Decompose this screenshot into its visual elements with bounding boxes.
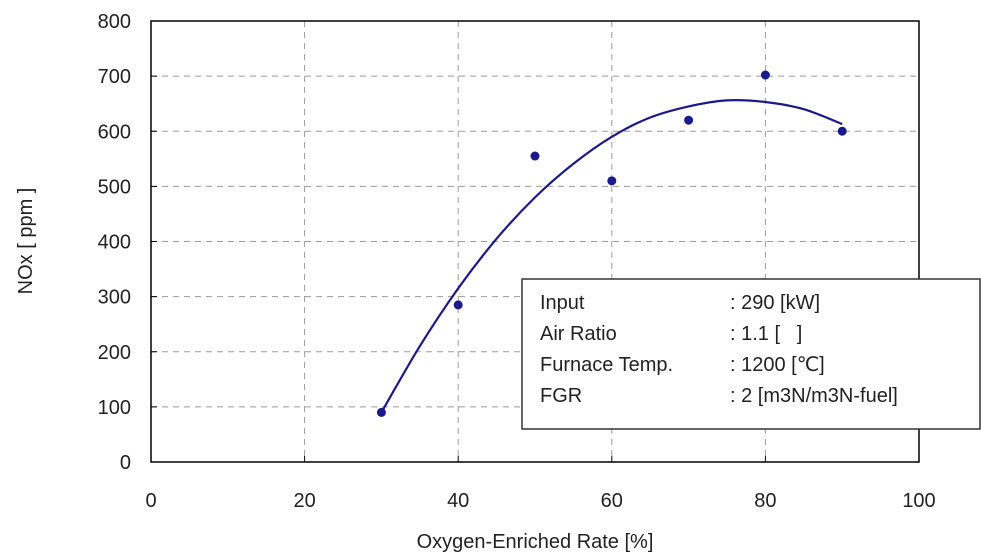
y-tick-label: 200 <box>98 342 131 364</box>
y-tick-label: 300 <box>98 287 131 309</box>
condition-value-fgr: : 2 [m3N/m3N-fuel] <box>730 385 898 407</box>
data-point <box>760 70 770 80</box>
data-points <box>376 70 847 417</box>
fit-curve <box>380 99 843 413</box>
y-tick-labels: 0 100 200 300 400 500 600 700 800 <box>98 11 131 474</box>
y-tick-label: 0 <box>120 452 131 474</box>
y-tick-label: 100 <box>98 397 131 419</box>
data-point <box>530 151 540 161</box>
condition-value-input: : 290 [kW] <box>730 292 820 314</box>
condition-value-furnace-temp: : 1200 [℃] <box>730 354 825 376</box>
condition-label-input: Input <box>540 292 585 314</box>
condition-label-fgr: FGR <box>540 385 582 407</box>
data-point <box>376 407 386 417</box>
x-tick-label: 0 <box>145 490 156 512</box>
ticks <box>150 20 920 463</box>
data-point <box>607 176 617 186</box>
x-tick-label: 40 <box>447 490 469 512</box>
x-axis-label: Oxygen-Enriched Rate [%] <box>417 531 654 553</box>
x-tick-label: 80 <box>754 490 776 512</box>
data-point <box>837 126 847 136</box>
condition-label-air-ratio: Air Ratio <box>540 323 617 345</box>
fit-curve-layer <box>380 99 843 413</box>
data-point <box>684 115 694 125</box>
y-axis-label: NOx [ ppm ] <box>15 188 37 295</box>
y-tick-label: 600 <box>98 121 131 143</box>
y-tick-label: 400 <box>98 232 131 254</box>
conditions-box-frame <box>521 278 981 430</box>
y-tick-label: 800 <box>98 11 131 33</box>
conditions-box: Input : 290 [kW] Air Ratio : 1.1 [ ] Fur… <box>521 278 981 430</box>
y-tick-label: 700 <box>98 66 131 88</box>
condition-value-air-ratio: : 1.1 [ ] <box>730 323 802 345</box>
x-tick-labels: 0 20 40 60 80 100 <box>145 490 935 512</box>
condition-label-furnace-temp: Furnace Temp. <box>540 354 673 376</box>
data-point <box>453 300 463 310</box>
x-tick-label: 20 <box>293 490 315 512</box>
y-tick-label: 500 <box>98 176 131 198</box>
x-tick-label: 60 <box>601 490 623 512</box>
x-tick-label: 100 <box>902 490 935 512</box>
